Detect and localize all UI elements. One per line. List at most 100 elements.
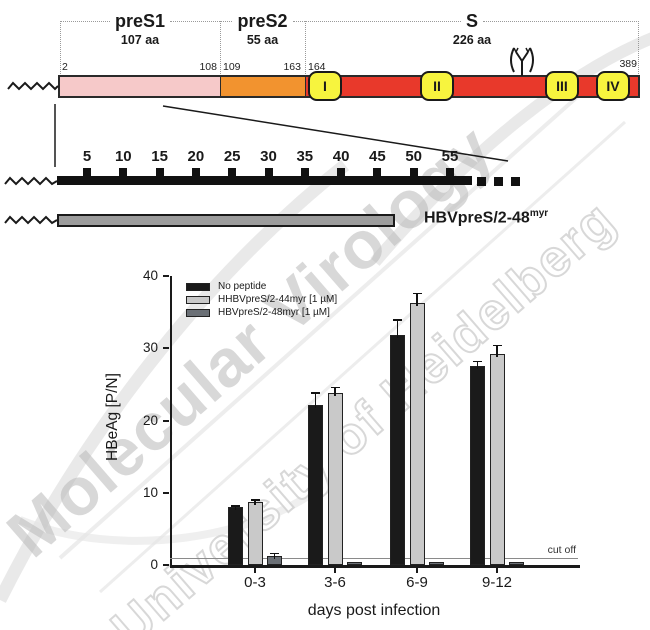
x-tick-label: 3-6 bbox=[324, 574, 346, 591]
ruler-bar bbox=[57, 176, 472, 185]
zigzag-icon bbox=[4, 176, 58, 186]
y-tick bbox=[163, 275, 169, 277]
ruler-tick bbox=[155, 168, 164, 176]
ruler-tick-label: 25 bbox=[223, 148, 241, 165]
tm-domain-I: I bbox=[308, 71, 342, 101]
error-bar-cap bbox=[393, 319, 402, 321]
error-bar-cap bbox=[412, 292, 422, 295]
ruler-dash bbox=[477, 177, 486, 186]
residue-109: 109 bbox=[223, 61, 241, 73]
error-bar bbox=[254, 499, 256, 506]
error-bar-cap bbox=[270, 552, 279, 555]
error-bar-cap bbox=[250, 499, 260, 501]
x-tick bbox=[496, 568, 498, 573]
ruler-tick bbox=[228, 168, 237, 176]
residue-2: 2 bbox=[62, 61, 68, 73]
ruler-tick bbox=[119, 168, 128, 176]
residue-163: 163 bbox=[283, 61, 301, 73]
segment-preS2 bbox=[220, 77, 305, 96]
zigzag-icon bbox=[7, 81, 59, 91]
error-bar-cap bbox=[330, 386, 340, 389]
bar bbox=[509, 562, 524, 565]
y-tick bbox=[163, 491, 169, 494]
bar-chart: HBeAg [P/N] No peptide HHBVpreS/2-44myr [… bbox=[0, 260, 650, 630]
legend-label: HHBVpreS/2-44myr [1 µM] bbox=[218, 294, 338, 305]
error-bar-cap bbox=[311, 392, 320, 394]
y-tick-label: 0 bbox=[150, 557, 158, 572]
tm-domain-IV: IV bbox=[596, 71, 630, 101]
ruler-tick bbox=[373, 168, 382, 176]
segment-preS1 bbox=[60, 77, 220, 96]
boundary-line bbox=[60, 21, 61, 74]
ruler-tick-label: 10 bbox=[114, 148, 132, 165]
ruler-tick-label: 35 bbox=[296, 148, 314, 165]
bar bbox=[429, 562, 444, 565]
connector-lines bbox=[4, 81, 509, 225]
x-tick bbox=[254, 568, 256, 573]
ruler-dash bbox=[494, 177, 503, 186]
y-tick-label: 40 bbox=[142, 268, 158, 283]
error-bar bbox=[416, 292, 418, 307]
ruler-tick-label: 55 bbox=[441, 148, 459, 165]
error-bar bbox=[396, 319, 399, 339]
bar bbox=[489, 354, 505, 565]
ruler-tick-label: 30 bbox=[260, 148, 277, 165]
x-tick-label: 6-9 bbox=[406, 574, 428, 591]
y-tick bbox=[163, 347, 169, 350]
legend-swatch bbox=[186, 308, 210, 317]
region-name-preS2: preS2 bbox=[237, 11, 288, 31]
ruler-tick bbox=[446, 168, 454, 176]
y-tick bbox=[163, 419, 169, 422]
boundary-line bbox=[638, 21, 639, 74]
bar bbox=[327, 393, 343, 565]
residue-164: 164 bbox=[308, 61, 326, 73]
error-bar bbox=[476, 360, 479, 370]
ruler-tick-label: 45 bbox=[369, 148, 386, 165]
error-bar-cap bbox=[231, 505, 240, 507]
y-axis-label: HBeAg [P/N] bbox=[104, 373, 121, 461]
error-bar bbox=[234, 505, 237, 511]
error-bar bbox=[273, 552, 276, 559]
y-tick bbox=[163, 564, 169, 566]
bar bbox=[409, 303, 425, 565]
chart-legend: No peptide HHBVpreS/2-44myr [1 µM] HBVpreS… bbox=[186, 280, 337, 319]
y-tick-label: 30 bbox=[142, 340, 158, 356]
boundary-line bbox=[220, 21, 221, 74]
ruler-dash bbox=[511, 177, 520, 186]
y-tick-label: 10 bbox=[142, 484, 158, 500]
error-bar-cap bbox=[492, 344, 502, 347]
cutoff-line bbox=[170, 557, 578, 559]
legend-item: HBVpreS/2-48myr [1 µM] bbox=[186, 306, 337, 319]
ruler-tick bbox=[83, 168, 91, 176]
construct-label: HBVpreS/2-48myr bbox=[424, 208, 549, 227]
x-tick-label: 9-12 bbox=[481, 574, 513, 591]
residue-389: 389 bbox=[619, 58, 637, 70]
region-name-S: S bbox=[466, 11, 479, 31]
error-bar bbox=[496, 344, 498, 358]
zoom-diagonal-line bbox=[162, 105, 509, 162]
legend-swatch bbox=[186, 295, 210, 304]
error-bar bbox=[334, 386, 336, 397]
glycosylation-site-icon bbox=[510, 47, 534, 76]
bar bbox=[390, 335, 405, 565]
legend-item: HHBVpreS/2-44myr [1 µM] bbox=[186, 293, 337, 306]
ruler-tick-label: 40 bbox=[332, 148, 350, 165]
bracket-preS2: preS2 bbox=[220, 10, 305, 32]
error-bar bbox=[314, 392, 317, 408]
legend-label: HBVpreS/2-48myr [1 µM] bbox=[218, 307, 330, 318]
ruler-tick-label: 20 bbox=[187, 148, 205, 165]
y-tick-label: 20 bbox=[142, 412, 158, 428]
legend-swatch bbox=[186, 282, 210, 291]
x-tick bbox=[334, 568, 336, 573]
bar bbox=[308, 404, 323, 565]
x-tick-label: 0-3 bbox=[244, 574, 266, 591]
residue-108: 108 bbox=[199, 61, 217, 73]
peptide-ruler: 5 10 15 20 25 30 35 40 45 50 55 bbox=[57, 148, 537, 193]
legend-label: No peptide bbox=[218, 281, 267, 292]
ruler-tick bbox=[300, 168, 309, 176]
ruler-tick-label: 5 bbox=[82, 148, 92, 165]
region-aa-preS2: 55 aa bbox=[246, 33, 279, 47]
construct-superscript: myr bbox=[529, 208, 549, 219]
